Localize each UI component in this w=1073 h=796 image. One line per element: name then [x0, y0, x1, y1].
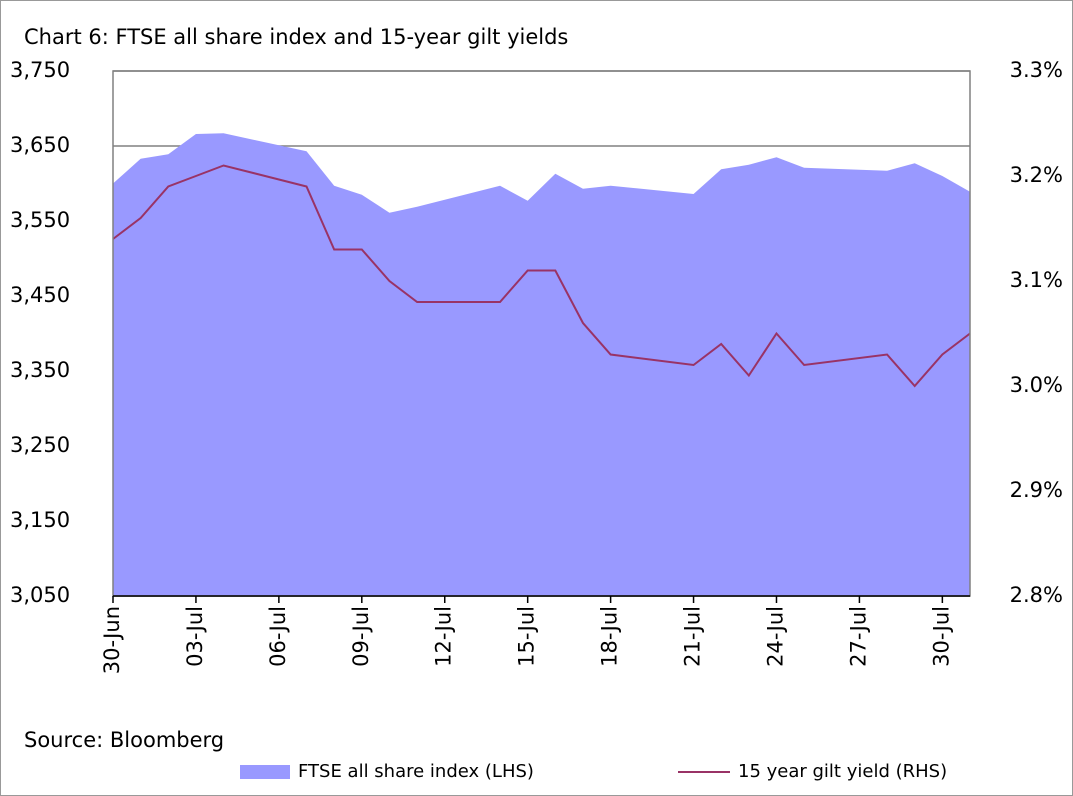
x-tick-label: 21-Jul — [681, 606, 705, 667]
y-tick-label: 3,150 — [10, 508, 70, 532]
y2-tick-label: 2.8% — [1010, 583, 1063, 607]
legend-label: 15 year gilt yield (RHS) — [738, 761, 947, 782]
y-tick-label: 3,650 — [10, 133, 70, 157]
y-tick-label: 3,750 — [10, 58, 70, 82]
line — [112, 164, 971, 388]
legend-label: FTSE all share index (LHS) — [298, 761, 534, 782]
x-tick-label: 24-Jul — [763, 606, 787, 667]
x-tick-label: 30-Jun — [100, 606, 124, 674]
area — [113, 133, 970, 596]
x-tick-label: 15-Jul — [515, 606, 539, 667]
x-tick-label: 06-Jul — [266, 606, 290, 667]
y-tick-label: 3,350 — [10, 358, 70, 382]
y2-tick-label: 3.0% — [1010, 373, 1063, 397]
y-tick-label: 3,450 — [10, 283, 70, 307]
x-tick-label: 18-Jul — [598, 606, 622, 667]
x-tick-label: 27-Jul — [846, 606, 870, 667]
x-tick-label: 03-Jul — [183, 606, 207, 667]
y2-tick-label: 3.2% — [1010, 163, 1063, 187]
legend-swatch — [240, 765, 290, 779]
y-tick-label: 3,050 — [10, 583, 70, 607]
source-note: Source: Bloomberg — [24, 728, 224, 752]
y-tick-label: 3,550 — [10, 208, 70, 232]
y2-tick-label: 3.3% — [1010, 58, 1063, 82]
y2-tick-label: 2.9% — [1010, 478, 1063, 502]
y-tick-label: 3,250 — [10, 433, 70, 457]
chart-title: Chart 6: FTSE all share index and 15-yea… — [24, 25, 568, 49]
x-tick-label: 30-Jul — [929, 606, 953, 667]
y2-tick-label: 3.1% — [1010, 268, 1063, 292]
x-tick-label: 09-Jul — [349, 606, 373, 667]
x-tick-label: 12-Jul — [432, 606, 456, 667]
